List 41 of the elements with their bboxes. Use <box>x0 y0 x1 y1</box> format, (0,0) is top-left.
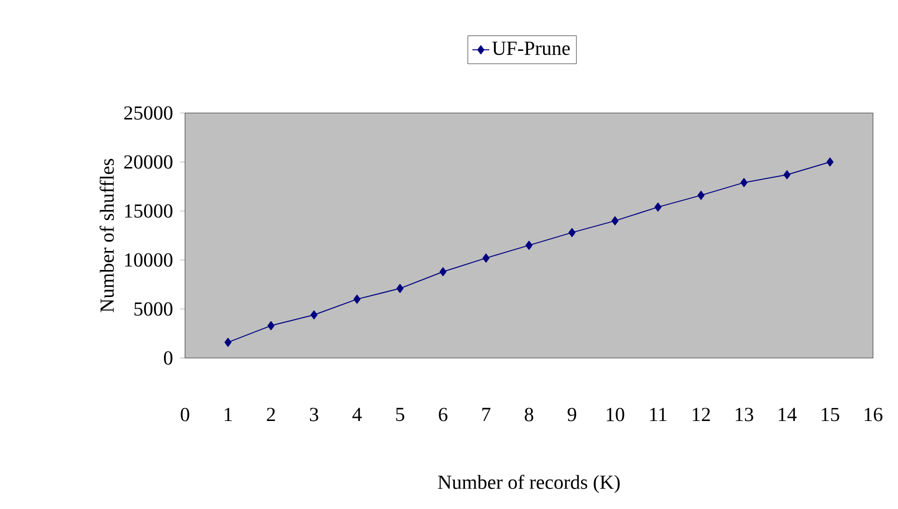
y-tick-label: 0 <box>164 351 172 365</box>
point <box>740 178 748 188</box>
x-tick-label: 16 <box>864 408 882 422</box>
x-tick-label: 12 <box>692 408 710 422</box>
x-tick-label: 11 <box>650 408 666 421</box>
point <box>698 190 705 200</box>
point <box>482 254 490 263</box>
x-tick-label: 14 <box>778 408 797 421</box>
point <box>310 310 318 320</box>
y-tick-label: 25000 <box>124 106 172 120</box>
x-tick-label: 4 <box>352 408 362 421</box>
point <box>784 170 791 180</box>
point <box>612 216 619 226</box>
point <box>268 321 275 330</box>
point <box>396 284 404 293</box>
point <box>354 294 361 304</box>
x-tick-label: 5 <box>396 408 404 422</box>
x-tick-label: 0 <box>180 408 190 422</box>
y-tick-label: 10000 <box>125 253 172 267</box>
point <box>654 202 662 212</box>
x-tick-label: 3 <box>310 408 318 422</box>
x-tick-label: 7 <box>482 408 490 421</box>
point <box>826 157 834 166</box>
x-tick-label: 9 <box>568 408 576 422</box>
point <box>440 267 447 276</box>
x-tick-label: 1 <box>224 408 232 421</box>
legend-label: UF-Prune <box>492 42 570 56</box>
point <box>526 240 533 250</box>
y-tick-label: 20000 <box>124 155 172 169</box>
y-tick-label: 15000 <box>125 204 172 218</box>
x-tick-label: 13 <box>736 408 754 422</box>
point <box>224 338 232 347</box>
point <box>568 228 576 238</box>
x-tick-label: 10 <box>606 408 624 422</box>
x-axis-title: Number of records (K) <box>438 474 620 494</box>
x-tick-label: 6 <box>438 408 448 422</box>
y-axis-title: Number of shuffles <box>100 158 114 312</box>
x-tick-label: 8 <box>524 408 534 422</box>
x-tick-label: 15 <box>822 408 840 422</box>
y-tick-label: 5000 <box>134 302 172 316</box>
x-tick-label: 2 <box>266 408 275 422</box>
